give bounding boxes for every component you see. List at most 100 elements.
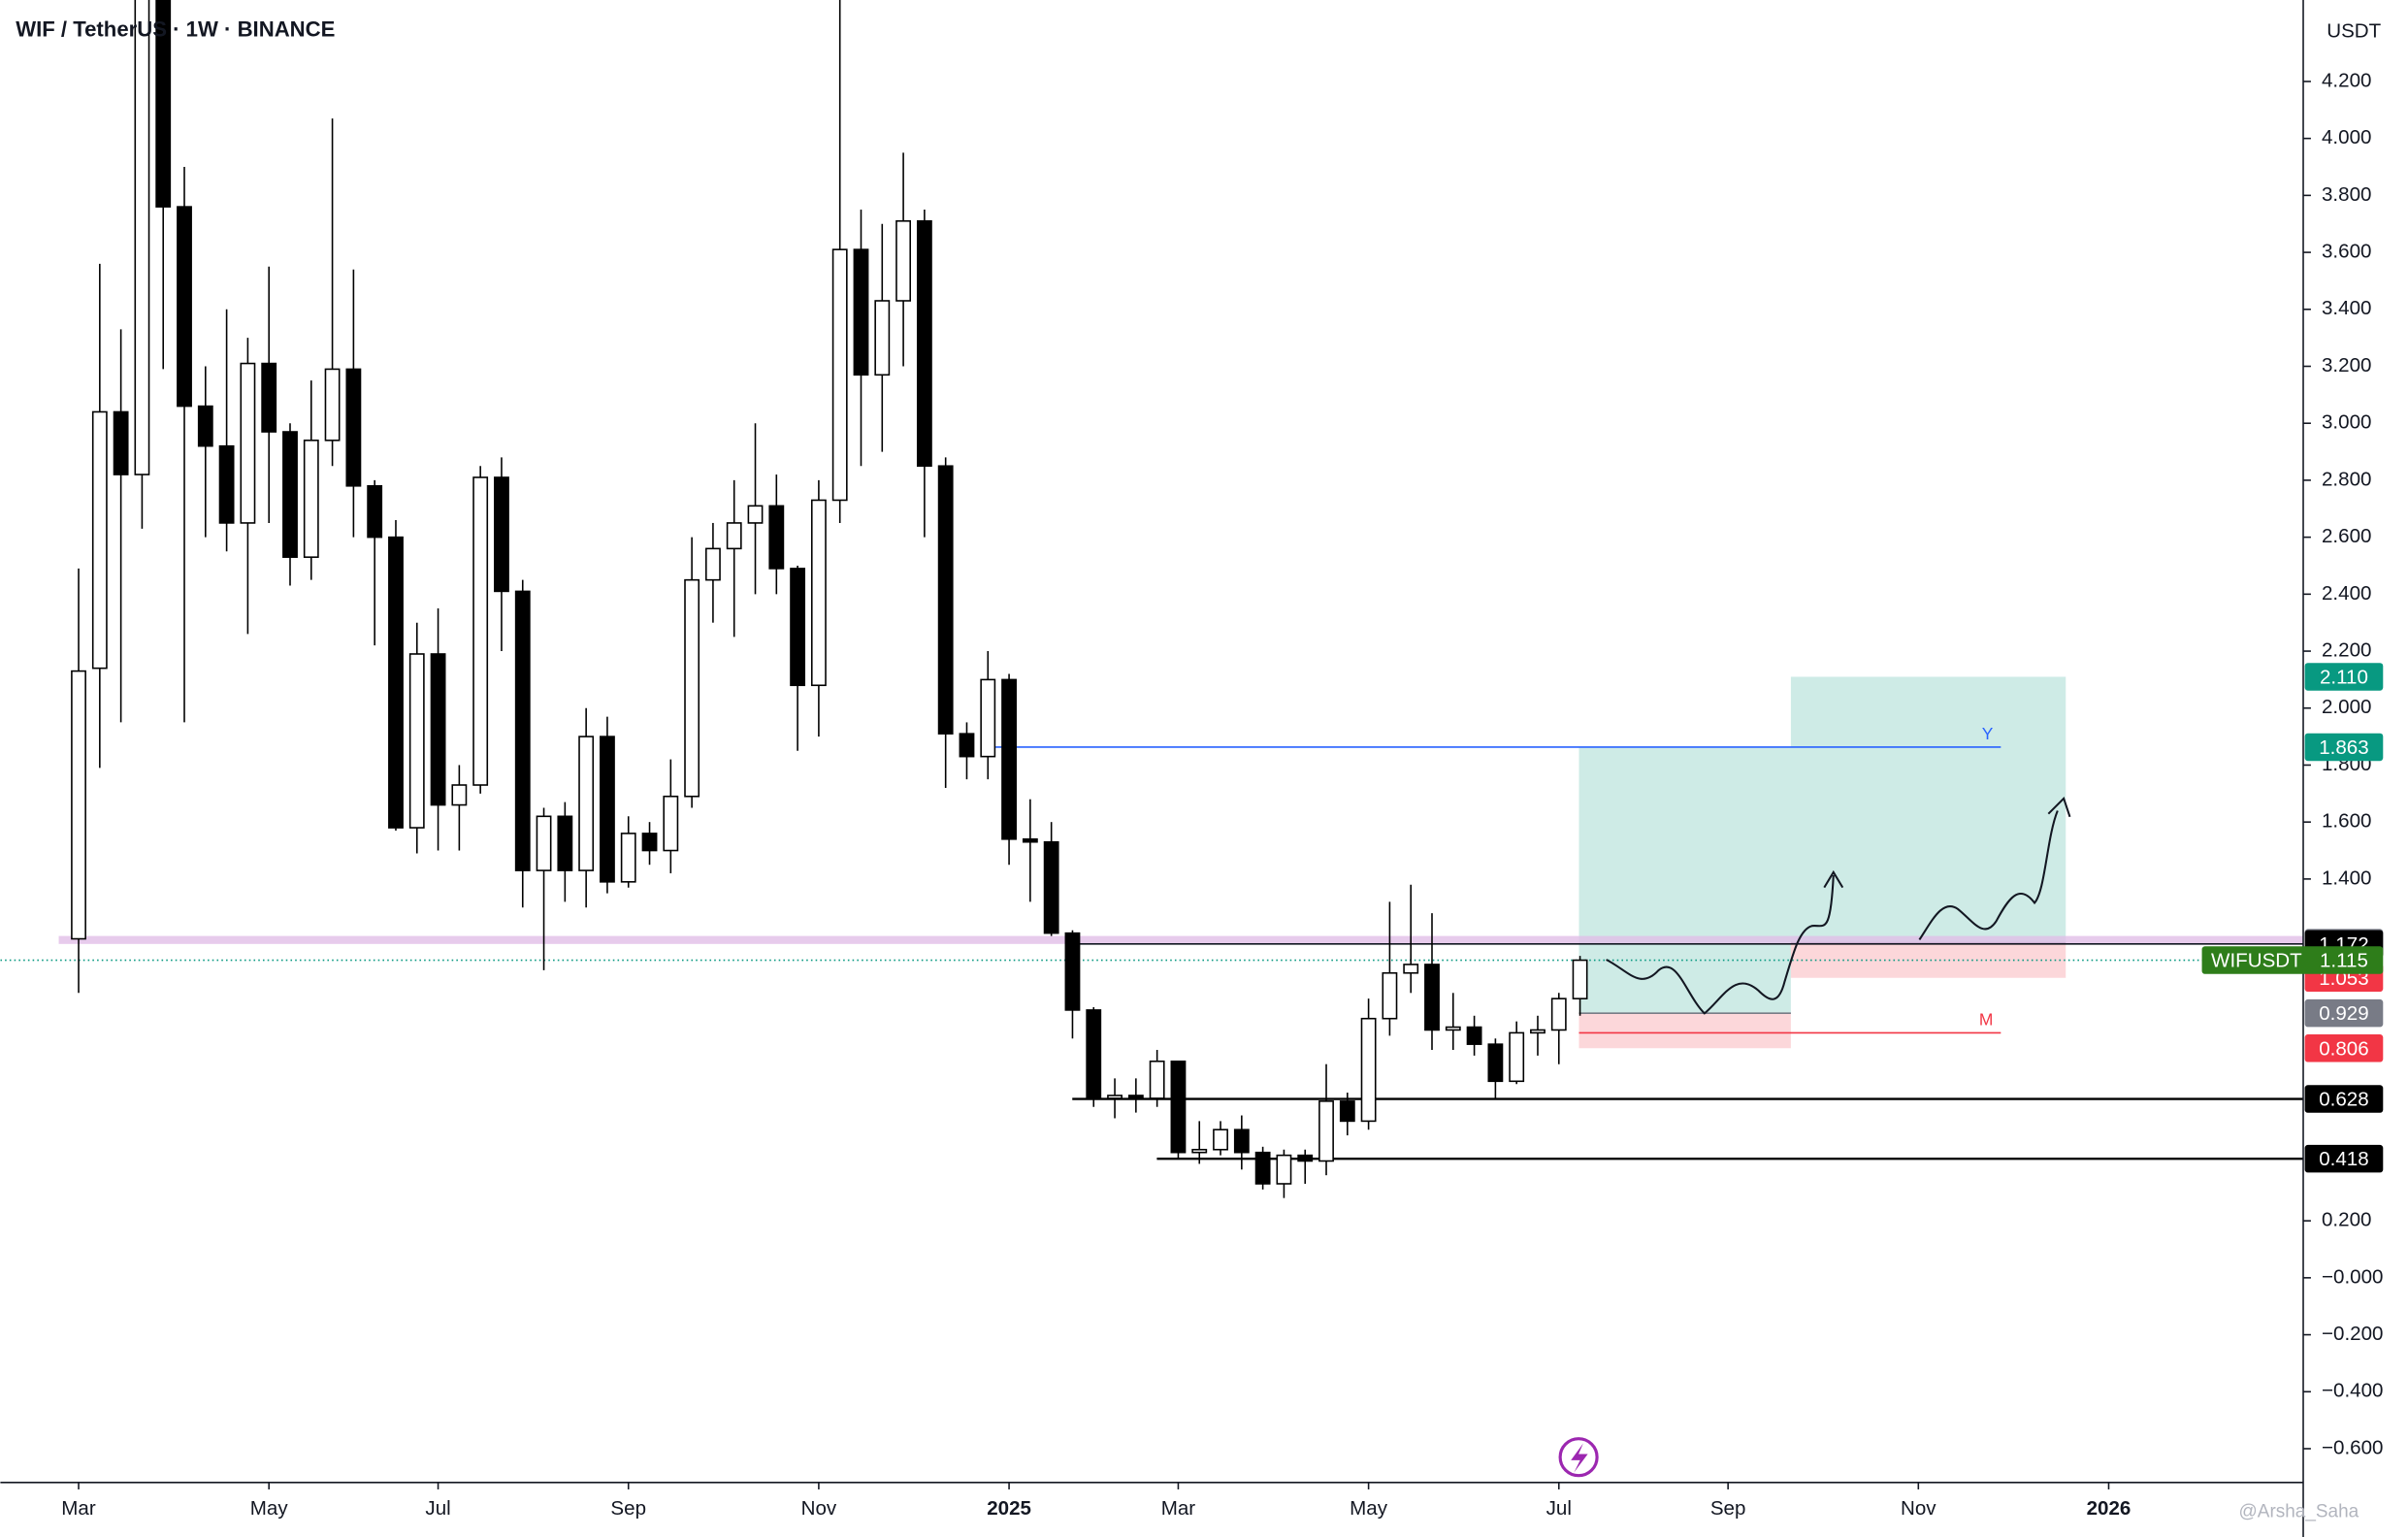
price-marker	[2304, 733, 2384, 762]
price-marker	[2304, 1085, 2384, 1113]
candle-body	[1509, 1031, 1525, 1083]
candle-body	[874, 300, 891, 376]
x-tick-label: Nov	[801, 1497, 837, 1520]
candle-body	[916, 220, 932, 468]
candle-body	[282, 431, 298, 558]
candle-body	[1297, 1154, 1314, 1162]
candle-body	[536, 815, 552, 871]
candle-body	[1191, 1148, 1208, 1154]
last-price-label: 1.115	[2320, 950, 2368, 972]
y-tick-label: 3.600	[2322, 241, 2371, 263]
last-price-marker	[2201, 946, 2384, 974]
price-marker-label: 2.110	[2320, 666, 2368, 688]
candle-body	[134, 0, 150, 475]
y-tick-label: −0.200	[2322, 1323, 2383, 1345]
stop-zone	[1790, 942, 2066, 978]
candle-body	[1001, 678, 1017, 840]
plot-area: YM	[0, 0, 2304, 1198]
x-tick-label: Sep	[1710, 1497, 1746, 1520]
candle-body	[430, 653, 446, 806]
candle-body	[1043, 840, 1059, 934]
x-tick-label: Sep	[610, 1497, 646, 1520]
price-marker-label: 0.929	[2319, 1002, 2368, 1025]
candle-body	[1339, 1100, 1355, 1123]
candle-body	[345, 368, 362, 487]
y-tick-label: 3.800	[2322, 183, 2371, 206]
x-tick-label: May	[250, 1497, 289, 1520]
candle-body	[705, 547, 721, 581]
projection-drawing	[1606, 796, 2071, 1015]
x-tick-label: Nov	[1901, 1497, 1936, 1520]
candle-body	[853, 248, 869, 376]
candle-body	[1445, 1026, 1461, 1031]
candle-body	[451, 784, 468, 806]
candle-body	[1572, 959, 1588, 999]
candle-body	[177, 206, 192, 408]
y-tick-label: −0.600	[2322, 1436, 2383, 1458]
symbol-label: WIFUSDT	[2211, 950, 2302, 972]
candle-body	[1466, 1026, 1482, 1045]
y-tick-label: 0.200	[2322, 1209, 2371, 1231]
candle-body	[747, 505, 764, 524]
candle-body	[303, 440, 319, 558]
price-marker-label: 0.628	[2319, 1089, 2368, 1111]
currency-label: USDT	[2327, 20, 2381, 43]
support-zone	[58, 935, 2304, 944]
price-marker-label: 0.806	[2319, 1037, 2368, 1060]
x-tick-label: Jul	[425, 1497, 450, 1520]
candle-body	[937, 465, 954, 735]
candle-body	[895, 220, 912, 302]
candle-body	[1127, 1095, 1144, 1099]
price-marker-label: 1.863	[2319, 736, 2368, 759]
candle-body	[155, 0, 172, 208]
y-tick-label: 3.200	[2322, 354, 2371, 376]
candle-body	[810, 499, 827, 687]
candle-body	[367, 485, 383, 539]
level-label: Y	[1982, 724, 1994, 743]
candle-body	[641, 833, 658, 852]
candle-body	[1487, 1043, 1504, 1083]
candle-body	[1360, 1017, 1377, 1123]
price-marker	[2304, 663, 2384, 691]
y-tick-label: 2.600	[2322, 525, 2371, 547]
candle-body	[408, 653, 425, 829]
candle-body	[1318, 1100, 1334, 1162]
candle-body	[1233, 1128, 1250, 1154]
candle-body	[620, 833, 636, 883]
candle-body	[1170, 1060, 1187, 1154]
chart-title: WIF / TetherUS · 1W · BINANCE	[16, 16, 335, 41]
candle-body	[1276, 1154, 1292, 1185]
y-tick-label: 4.200	[2322, 69, 2371, 91]
candle-body	[1530, 1029, 1546, 1034]
y-tick-label: 1.600	[2322, 810, 2371, 833]
candle-body	[600, 736, 615, 883]
x-tick-label: Mar	[61, 1497, 96, 1520]
y-tick-label: 2.400	[2322, 582, 2371, 605]
y-tick-label: 2.200	[2322, 638, 2371, 661]
candle-body	[831, 248, 848, 502]
candle-body	[388, 536, 404, 829]
candle-body	[197, 405, 213, 447]
candle-body	[1064, 932, 1081, 1011]
candle-body	[1086, 1009, 1102, 1099]
candle-body	[1424, 964, 1440, 1031]
price-marker-label: 0.418	[2319, 1148, 2368, 1170]
watermark: @Arsha_Saha	[2239, 1502, 2359, 1522]
target-zone	[1578, 746, 1791, 1014]
candle-body	[324, 368, 341, 441]
y-tick-label: 2.000	[2322, 696, 2371, 718]
y-tick-label: 4.000	[2322, 126, 2371, 148]
candle-body	[91, 410, 108, 670]
y-tick-label: −0.400	[2322, 1380, 2383, 1402]
stop-zone	[1578, 1013, 1791, 1049]
candle-body	[472, 476, 489, 786]
event-icon	[1558, 1437, 1599, 1478]
candle-body	[1550, 997, 1567, 1031]
x-tick-label: Mar	[1161, 1497, 1196, 1520]
candle-body	[71, 670, 86, 940]
event-icon-bolt	[1571, 1443, 1588, 1473]
candle-body	[768, 505, 785, 570]
x-tick-label: Jul	[1546, 1497, 1572, 1520]
candle-body	[261, 362, 277, 433]
